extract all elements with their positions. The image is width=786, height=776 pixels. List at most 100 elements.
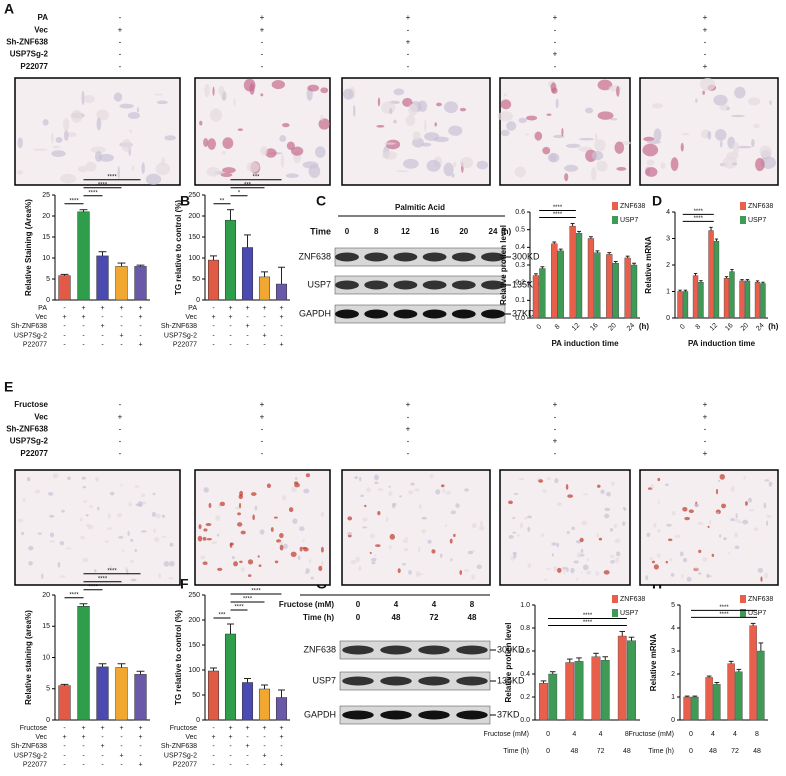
cell [70, 109, 83, 123]
cell [405, 537, 409, 540]
cell [418, 546, 421, 553]
cell [578, 137, 595, 141]
treatment-label: USP7Sg-2 [164, 332, 197, 339]
bar [749, 625, 757, 721]
cell [745, 501, 748, 506]
cell [90, 146, 106, 154]
blot-band [335, 280, 359, 290]
cell [117, 513, 123, 518]
treatment-sign: - [139, 743, 142, 750]
treatment-sign: + [119, 305, 123, 312]
treatment-sign: + [100, 323, 104, 330]
cell [252, 514, 255, 521]
treatment-sign: + [279, 762, 283, 769]
cell [726, 107, 730, 111]
treatment-sign: - [246, 332, 249, 339]
cell [525, 133, 529, 136]
treatment-label: P22077 [173, 762, 197, 769]
bar [241, 247, 254, 301]
treatment-sign: - [280, 752, 283, 759]
y-tick-label: 50 [192, 692, 200, 699]
blot-unit: (h) [501, 227, 512, 236]
cell [63, 117, 70, 132]
bar [624, 257, 631, 319]
cell [766, 514, 772, 518]
cell [716, 512, 720, 515]
treatment-label: USP7Sg-2 [14, 332, 47, 339]
treatment-sign: - [101, 342, 104, 349]
legend-swatch [612, 216, 618, 224]
sig-label: **** [98, 576, 108, 582]
cell [239, 490, 244, 497]
cell [653, 564, 659, 570]
treatment-sign: + [553, 400, 558, 409]
bar [275, 697, 288, 721]
cell [459, 156, 474, 169]
cell [453, 533, 456, 538]
blot-band [456, 710, 488, 720]
y-tick-label: 200 [188, 617, 200, 624]
cell [518, 477, 525, 481]
cell [199, 120, 203, 126]
treatment-sign: - [119, 62, 122, 71]
cell [719, 473, 725, 480]
sig-label: **** [234, 605, 244, 611]
y-tick-label: 4 [671, 625, 675, 632]
cell [131, 165, 135, 171]
bar [241, 682, 254, 721]
cell [288, 507, 294, 513]
cell [222, 137, 234, 150]
cell [397, 568, 401, 574]
treatment-sign: - [82, 743, 85, 750]
cell [684, 516, 690, 521]
bar [224, 633, 237, 721]
cell [715, 488, 719, 495]
legend-label: USP7 [748, 610, 766, 617]
bar [58, 685, 71, 721]
cell [66, 476, 71, 480]
treatment-sign: - [82, 752, 85, 759]
y-tick-label: 200 [188, 213, 200, 220]
cell [153, 528, 156, 533]
cell [134, 549, 138, 552]
cell [743, 475, 746, 480]
cell [603, 570, 610, 575]
panel-label: E [4, 379, 13, 395]
cell [768, 481, 773, 487]
cell [221, 151, 226, 155]
treatment-sign: + [703, 62, 708, 71]
cell [500, 129, 510, 137]
cell [679, 551, 684, 557]
treatment-sign: - [63, 332, 66, 339]
bar [682, 291, 689, 319]
cell [670, 573, 675, 577]
cell [579, 537, 584, 543]
treatment-sign: - [139, 752, 142, 759]
treatment-sign: + [553, 50, 558, 59]
bar [600, 660, 610, 721]
cell [130, 538, 134, 542]
treatment-sign: - [212, 342, 215, 349]
y-tick-label: 3 [666, 235, 670, 242]
cell [562, 566, 567, 570]
bar [705, 677, 713, 721]
treatment-sign: - [63, 743, 66, 750]
sig-label: **** [553, 205, 563, 211]
bar [587, 238, 595, 319]
cell [16, 170, 24, 175]
cell [299, 526, 305, 532]
sig-label: **** [98, 182, 108, 188]
cell [97, 506, 100, 511]
cell [280, 154, 285, 168]
blot-band [393, 309, 418, 319]
cell [763, 572, 769, 579]
bar [557, 250, 564, 319]
y-tick-label: 0.2 [520, 694, 530, 701]
cell [471, 523, 477, 529]
cell [544, 578, 548, 581]
bar [627, 640, 636, 721]
x-tick-label: 16 [589, 322, 600, 333]
cell [265, 148, 277, 158]
sig-label: ** [220, 198, 225, 204]
cell [512, 531, 517, 534]
